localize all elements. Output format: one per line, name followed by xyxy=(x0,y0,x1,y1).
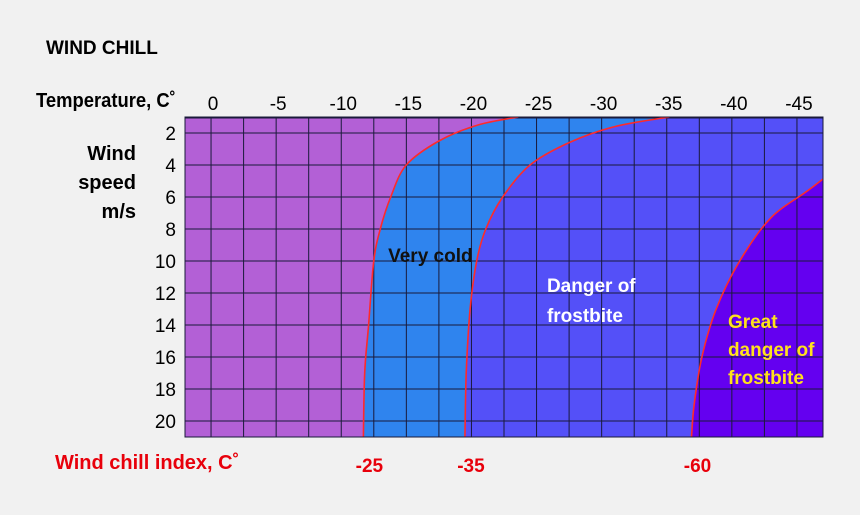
wind-speed-label-line-1: Wind xyxy=(87,143,136,165)
y-tick-label: 2 xyxy=(165,124,176,145)
y-tick-label: 18 xyxy=(155,380,176,401)
zone-label-1: Very cold xyxy=(388,246,473,267)
y-tick-label: 8 xyxy=(165,220,176,241)
wind-chill-index-value: -35 xyxy=(457,456,485,477)
temperature-axis-label: Temperature, C˚ xyxy=(36,90,176,112)
boundary-curve-1 xyxy=(362,117,519,437)
chart-title: WIND CHILL xyxy=(46,38,158,59)
boundary-curve-2 xyxy=(464,117,670,437)
x-tick-label: -30 xyxy=(590,94,617,115)
y-tick-label: 20 xyxy=(155,412,176,433)
x-tick-label: -15 xyxy=(395,94,422,115)
x-tick-label: 0 xyxy=(208,94,219,115)
wind-chill-index-value: -25 xyxy=(356,456,384,477)
x-tick-label: -45 xyxy=(785,94,812,115)
wind-speed-label-line-2: speed xyxy=(78,172,136,194)
wind-chill-index-value: -60 xyxy=(684,456,711,477)
y-tick-label: 4 xyxy=(165,156,176,177)
x-tick-label: -10 xyxy=(330,94,357,115)
y-tick-label: 14 xyxy=(155,316,177,337)
x-tick-label: -5 xyxy=(270,94,287,115)
zone-label-3: Great xyxy=(728,312,778,333)
plot-area xyxy=(185,117,823,437)
y-tick-label: 10 xyxy=(155,252,176,273)
zone-label-2: Danger of xyxy=(547,276,636,297)
wind-speed-axis-label: Wind speed m/s xyxy=(40,140,136,227)
x-tick-label: -35 xyxy=(655,94,682,115)
zone-fill-3 xyxy=(691,178,823,437)
y-tick-label: 6 xyxy=(165,188,176,209)
wind-chill-index-label: Wind chill index, C˚ xyxy=(55,452,240,474)
zone-label-3: danger of xyxy=(728,340,815,361)
boundary-curve-3 xyxy=(690,177,823,437)
wind-speed-label-line-3: m/s xyxy=(101,201,136,223)
plot-frame xyxy=(184,116,824,438)
zone-label-2: frostbite xyxy=(547,306,623,327)
zone-label-3: frostbite xyxy=(728,368,804,389)
x-tick-label: -40 xyxy=(720,94,747,115)
x-tick-label: -25 xyxy=(525,94,552,115)
y-tick-label: 12 xyxy=(155,284,176,305)
x-tick-label: -20 xyxy=(460,94,487,115)
y-tick-label: 16 xyxy=(155,348,176,369)
